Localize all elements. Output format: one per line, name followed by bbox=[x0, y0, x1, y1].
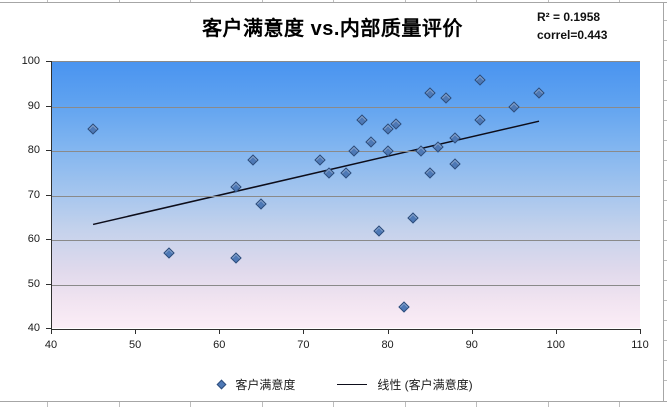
legend-item-series[interactable]: 客户满意度 bbox=[235, 377, 296, 392]
gridline-y-70 bbox=[51, 195, 640, 197]
worksheet-row-tick bbox=[664, 40, 667, 41]
worksheet-column-tick bbox=[261, 0, 263, 2]
y-axis-tick-label: 100 bbox=[21, 55, 40, 67]
legend-item-trendline[interactable]: 线性 (客户满意度) bbox=[377, 377, 473, 392]
worksheet-gridline-right bbox=[663, 2, 664, 402]
y-axis-tick bbox=[46, 194, 51, 196]
x-axis-tick bbox=[135, 329, 137, 334]
x-axis-tick bbox=[303, 329, 305, 334]
gridline-y-80 bbox=[51, 151, 640, 152]
chart-legend[interactable]: 客户满意度 线性 (客户满意度) bbox=[51, 372, 640, 396]
y-axis-line bbox=[51, 61, 52, 333]
x-axis-tick bbox=[640, 329, 641, 334]
x-axis-tick-label: 70 bbox=[297, 339, 310, 351]
worksheet-column-tick bbox=[118, 0, 120, 2]
x-axis-tick-label: 40 bbox=[44, 339, 58, 351]
stats-annotation[interactable]: R² = 0.1958 correl=0.443 bbox=[537, 8, 662, 44]
x-axis-tick-label: 100 bbox=[546, 339, 566, 351]
worksheet-column-tick bbox=[547, 0, 549, 2]
worksheet-row-tick bbox=[664, 300, 667, 301]
worksheet-row-tick bbox=[664, 120, 667, 121]
x-axis-tick-label: 50 bbox=[129, 339, 142, 351]
x-axis-tick bbox=[555, 329, 557, 334]
x-axis-tick bbox=[51, 329, 52, 334]
worksheet-column-tick bbox=[476, 402, 477, 407]
worksheet-row-tick bbox=[664, 160, 667, 161]
worksheet-column-tick bbox=[619, 402, 620, 407]
y-axis-tick bbox=[46, 150, 51, 151]
x-axis-tick-label: 60 bbox=[213, 339, 226, 351]
y-axis-tick-label: 70 bbox=[27, 188, 40, 201]
y-axis-tick bbox=[46, 61, 51, 62]
chart-title[interactable]: 客户满意度 vs.内部质量评价 bbox=[202, 18, 463, 40]
gridline-y-60 bbox=[51, 240, 640, 241]
worksheet-row-tick bbox=[664, 140, 667, 141]
worksheet-column-tick bbox=[118, 402, 120, 407]
worksheet-row-tick bbox=[664, 240, 667, 241]
r-squared-value: R² = 0.1958 bbox=[537, 10, 601, 24]
worksheet-column-tick bbox=[476, 0, 477, 2]
worksheet-column-tick bbox=[47, 402, 48, 407]
worksheet-column-tick bbox=[619, 0, 620, 2]
worksheet-row-tick bbox=[664, 80, 667, 81]
legend-line-icon bbox=[337, 383, 368, 385]
worksheet-row-tick bbox=[664, 200, 667, 201]
worksheet-row-tick bbox=[664, 340, 667, 341]
worksheet-column-tick bbox=[190, 402, 191, 407]
worksheet-row-tick bbox=[664, 260, 667, 261]
worksheet-column-tick bbox=[261, 402, 263, 407]
worksheet-gridline-bottom bbox=[0, 401, 667, 402]
worksheet-row-tick bbox=[664, 180, 667, 181]
y-axis-tick-label: 40 bbox=[27, 322, 40, 334]
worksheet-column-tick bbox=[547, 402, 549, 407]
worksheet-row-tick bbox=[664, 320, 667, 321]
y-axis-tick-label: 80 bbox=[27, 144, 40, 156]
y-axis-tick bbox=[46, 105, 51, 107]
x-axis-tick-label: 90 bbox=[465, 339, 478, 351]
x-axis-tick-label: 110 bbox=[631, 339, 649, 351]
x-axis-tick bbox=[387, 329, 389, 334]
worksheet-row-tick bbox=[664, 20, 667, 21]
worksheet-column-tick bbox=[333, 402, 334, 407]
worksheet-row-tick bbox=[664, 220, 667, 221]
worksheet-column-tick bbox=[333, 0, 334, 2]
worksheet-column-tick bbox=[404, 0, 406, 2]
gridline-y-50 bbox=[51, 284, 640, 286]
worksheet-row-tick bbox=[664, 360, 667, 361]
y-axis-tick-label: 50 bbox=[27, 277, 40, 290]
trendline-layer bbox=[92, 120, 540, 226]
worksheet-column-tick bbox=[190, 0, 191, 2]
worksheet-gridline-top bbox=[0, 2, 667, 3]
y-axis-tick bbox=[46, 239, 51, 240]
y-axis-tick bbox=[46, 328, 51, 329]
y-axis-tick-label: 90 bbox=[27, 99, 40, 112]
worksheet-row-tick bbox=[664, 280, 667, 281]
worksheet-row-tick bbox=[664, 100, 667, 101]
correlation-value: correl=0.443 bbox=[537, 28, 608, 42]
x-axis-tick bbox=[219, 329, 221, 334]
y-axis-tick bbox=[46, 283, 51, 285]
x-axis-tick-label: 80 bbox=[381, 339, 394, 351]
plot-area[interactable] bbox=[51, 61, 640, 328]
gridline-y-90 bbox=[51, 106, 640, 108]
legend-diamond-icon bbox=[216, 379, 227, 389]
y-axis-tick-label: 60 bbox=[27, 233, 40, 245]
x-axis-tick bbox=[471, 329, 473, 334]
trendline[interactable] bbox=[92, 120, 540, 226]
worksheet-column-tick bbox=[404, 402, 406, 407]
worksheet-column-tick bbox=[47, 0, 48, 2]
x-axis-line bbox=[51, 329, 641, 330]
worksheet-row-tick bbox=[664, 380, 667, 381]
worksheet-row-tick bbox=[664, 60, 667, 61]
